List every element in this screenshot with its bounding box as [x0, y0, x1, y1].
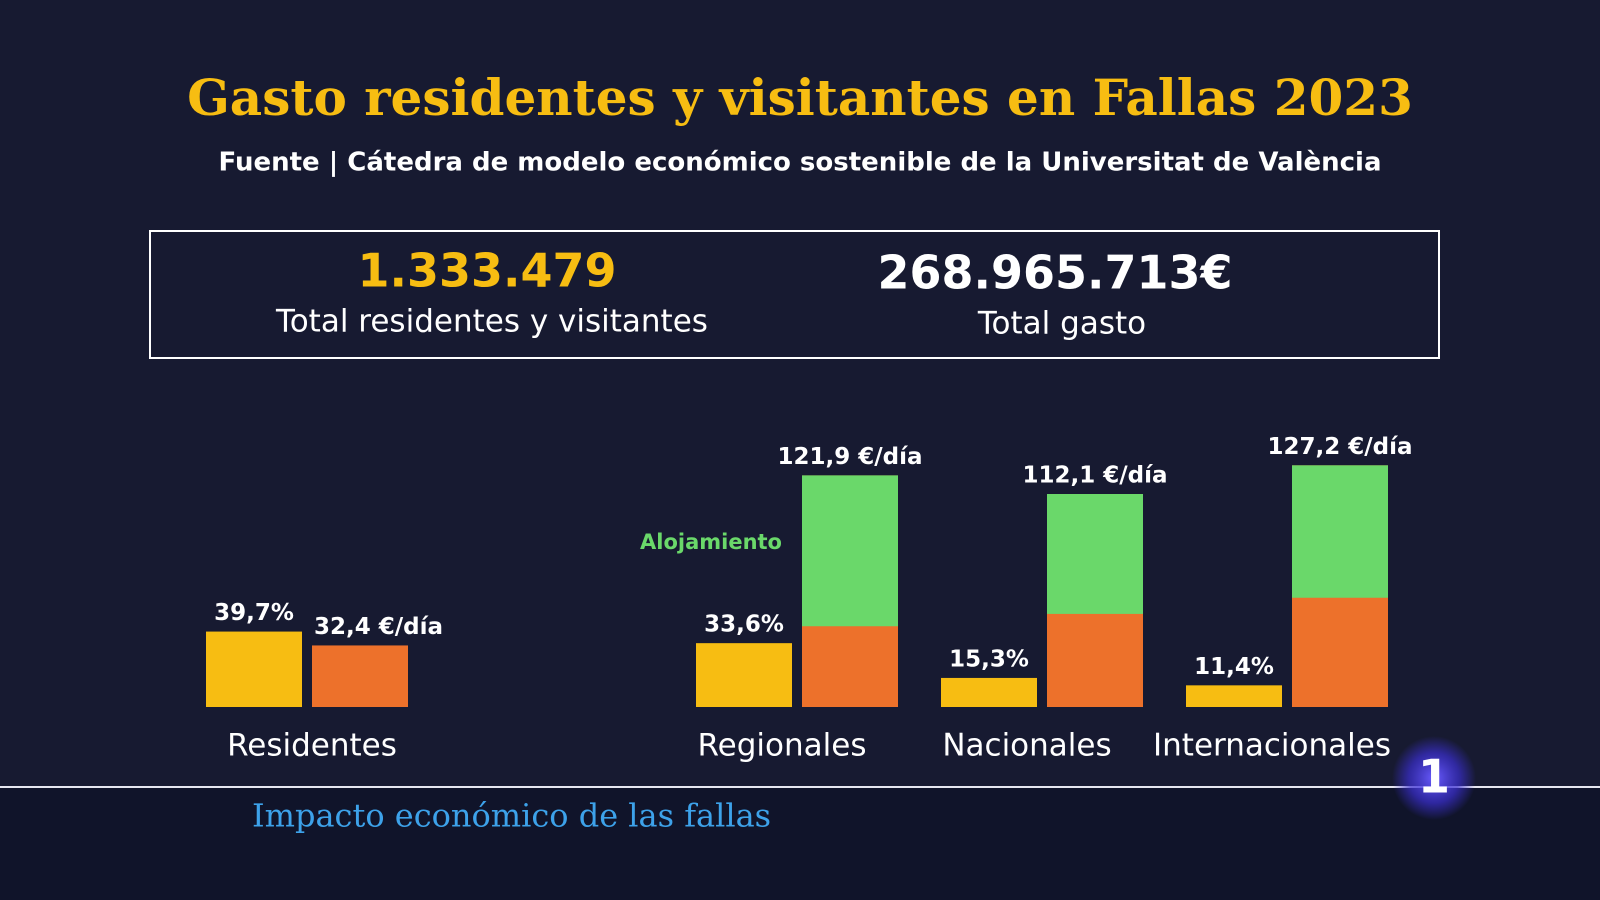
stat-value: 1.333.479: [358, 244, 617, 298]
value-label: 121,9 €/día: [777, 444, 922, 470]
legend-label: Alojamiento: [640, 530, 782, 554]
chart-subtitle: Fuente | Cátedra de modelo económico sos…: [219, 148, 1382, 178]
category-label: Nacionales: [942, 728, 1111, 764]
category-label: Residentes: [227, 728, 397, 764]
bar-segment: [802, 475, 898, 627]
stats-box: [149, 230, 1440, 359]
value-label: 112,1 €/día: [1022, 463, 1167, 489]
value-label: 127,2 €/día: [1267, 434, 1412, 460]
bar: [696, 643, 792, 707]
stat-label: Total gasto: [977, 306, 1146, 342]
stat-label: Total residentes y visitantes: [275, 304, 708, 340]
value-label: 39,7%: [214, 600, 294, 626]
bar-segment: [1047, 494, 1143, 614]
stat-value: 268.965.713€: [877, 246, 1232, 300]
bar: [1186, 685, 1282, 707]
bar: [941, 677, 1037, 707]
chart-title: Gasto residentes y visitantes en Fallas …: [187, 68, 1413, 127]
bar-segment: [1292, 465, 1388, 598]
value-label: 32,4 €/día: [314, 614, 443, 640]
value-label: 15,3%: [949, 646, 1029, 672]
bar: [206, 631, 302, 707]
logo-glow: [1392, 736, 1476, 820]
value-label: 33,6%: [704, 612, 784, 638]
logo: 1: [1418, 750, 1450, 804]
caption: Impacto económico de las fallas: [252, 797, 771, 835]
category-label: Regionales: [698, 728, 867, 764]
bar: [312, 645, 408, 707]
value-label: 11,4%: [1194, 654, 1274, 680]
category-label: Internacionales: [1153, 728, 1391, 764]
caption-band: [0, 787, 1600, 900]
